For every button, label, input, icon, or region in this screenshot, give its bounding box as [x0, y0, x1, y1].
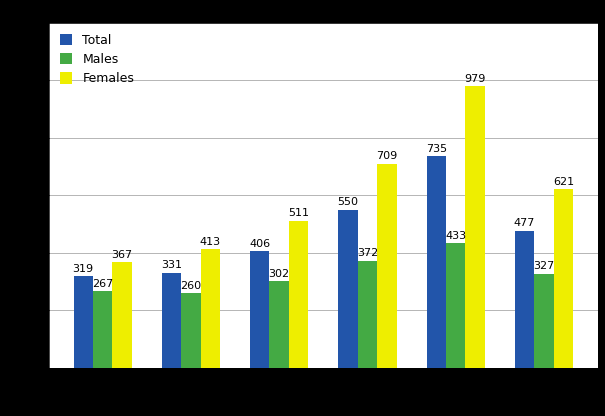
X-axis label: Age: Age [311, 396, 335, 409]
Bar [250, 251, 269, 368]
Text: Number of commuting accidents per 100,000 wage and salary earners: Number of commuting accidents per 100,00… [48, 7, 494, 20]
Bar [182, 293, 201, 368]
Bar [377, 164, 396, 368]
Text: 260: 260 [180, 281, 201, 291]
Text: 621: 621 [553, 177, 574, 187]
Bar [465, 86, 485, 368]
Bar [269, 281, 289, 368]
Text: 413: 413 [200, 237, 221, 247]
Bar [446, 243, 465, 368]
Text: 367: 367 [111, 250, 132, 260]
Bar [93, 291, 113, 368]
Bar [201, 249, 220, 368]
Text: 735: 735 [426, 144, 447, 154]
Text: 267: 267 [92, 279, 113, 289]
Text: 319: 319 [73, 264, 94, 274]
Bar [113, 262, 132, 368]
Text: 550: 550 [338, 197, 359, 207]
Text: 979: 979 [465, 74, 486, 84]
Text: 302: 302 [269, 269, 290, 279]
Text: 433: 433 [445, 231, 466, 241]
Text: 477: 477 [514, 218, 535, 228]
Text: 406: 406 [249, 239, 270, 249]
Bar [358, 261, 377, 368]
Text: 372: 372 [357, 248, 378, 258]
Legend: Total, Males, Females: Total, Males, Females [55, 29, 139, 90]
Bar [515, 230, 534, 368]
Text: 511: 511 [288, 208, 309, 218]
Bar [74, 276, 93, 368]
Bar [554, 189, 573, 368]
Text: 327: 327 [534, 261, 555, 271]
Bar [162, 272, 181, 368]
Bar [338, 210, 358, 368]
Bar [289, 221, 309, 368]
Text: 331: 331 [161, 260, 182, 270]
Text: 709: 709 [376, 151, 397, 161]
Bar [427, 156, 446, 368]
Bar [534, 274, 554, 368]
